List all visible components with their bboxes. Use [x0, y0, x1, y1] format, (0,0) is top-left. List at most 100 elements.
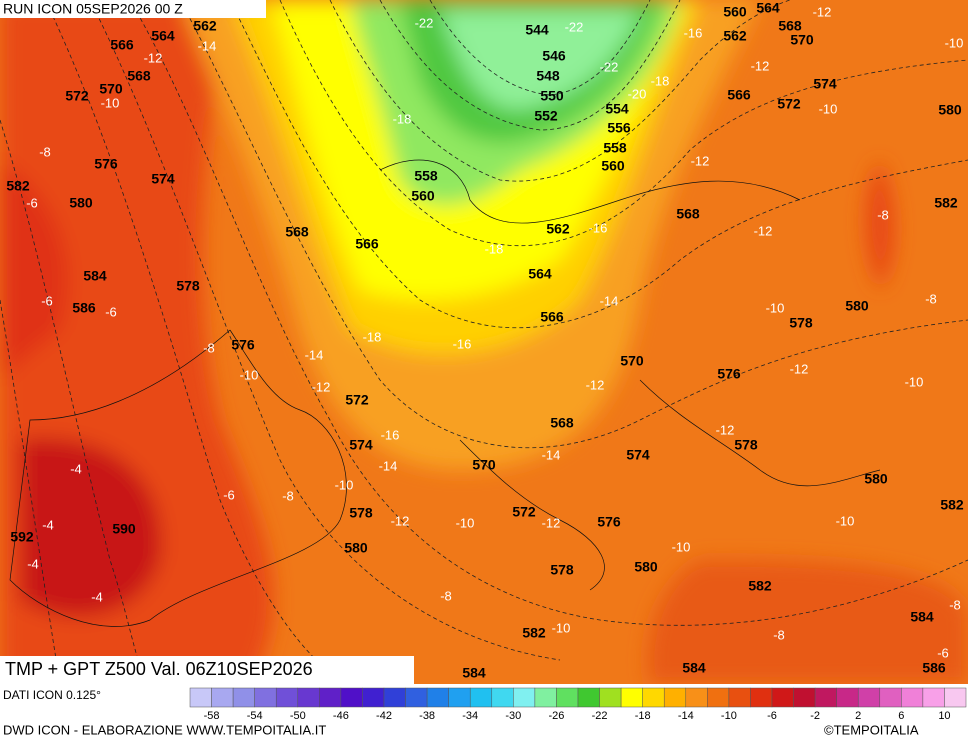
tmp-label: -10: [672, 539, 691, 554]
color-swatch: [297, 687, 320, 708]
gpt-label: 582: [940, 497, 964, 513]
gpt-label: 572: [65, 88, 89, 104]
gpt-label: 560: [411, 188, 435, 204]
gpt-label: 576: [231, 337, 255, 353]
gpt-label: 578: [349, 505, 373, 521]
gpt-label: 562: [546, 221, 570, 237]
tmp-label: -18: [393, 111, 412, 126]
color-swatch: [491, 687, 514, 708]
scale-tick-label: 6: [898, 710, 904, 722]
scale-tick-label: -46: [333, 710, 349, 722]
gpt-label: 572: [777, 96, 801, 112]
data-source: DATI ICON 0.125°: [3, 688, 101, 702]
color-swatch: [901, 687, 924, 708]
scale-tick-label: -26: [548, 710, 564, 722]
gpt-label: 570: [620, 353, 644, 369]
scale-tick-label: -30: [505, 710, 521, 722]
scale-tick-label: 10: [938, 710, 950, 722]
tmp-label: -8: [949, 597, 961, 612]
geopotential-labels: 5625645665685705725765745825805685665845…: [6, 0, 964, 681]
color-swatch: [728, 687, 751, 708]
tmp-label: -16: [381, 427, 400, 442]
gpt-label: 570: [472, 457, 496, 473]
scale-tick-label: -54: [247, 710, 263, 722]
gpt-label: 566: [540, 309, 564, 325]
tmp-label: -12: [144, 50, 163, 65]
tmp-label: -8: [440, 588, 452, 603]
tmp-label: -10: [836, 513, 855, 528]
color-swatch: [340, 687, 363, 708]
tmp-label: -8: [773, 627, 785, 642]
gpt-label: 554: [605, 101, 629, 117]
tmp-label: -20: [628, 86, 647, 101]
gpt-label: 564: [756, 0, 780, 16]
tmp-label: -16: [589, 220, 608, 235]
gpt-label: 566: [355, 236, 379, 252]
gpt-label: 580: [845, 298, 869, 314]
gpt-label: 570: [99, 81, 123, 97]
tmp-label: -12: [691, 153, 710, 168]
tmp-label: -18: [485, 241, 504, 256]
gpt-label: 574: [151, 171, 175, 187]
color-swatch: [922, 687, 945, 708]
gpt-label: 580: [864, 471, 888, 487]
tmp-label: -10: [240, 367, 259, 382]
gpt-label: 590: [112, 521, 136, 537]
coastlines: [9, 159, 881, 627]
color-swatch: [448, 687, 471, 708]
gpt-label: 580: [634, 559, 658, 575]
gpt-label: 568: [127, 68, 151, 84]
tmp-label: -6: [41, 293, 53, 308]
temperature-labels: -14 -12 -10 -8 -6 -6 -6 -8 -10 -14 -12 -18 -22 -22 -22…: [26, 4, 963, 660]
tmp-label: -8: [877, 207, 889, 222]
gpt-label: 562: [193, 18, 217, 34]
gpt-label: 584: [910, 609, 934, 625]
gpt-label: 568: [676, 206, 700, 222]
gpt-label: 576: [94, 156, 118, 172]
tmp-label: -12: [391, 513, 410, 528]
gpt-label: 576: [717, 366, 741, 382]
gpt-label: 552: [534, 108, 558, 124]
tmp-label: -4: [42, 517, 54, 532]
gpt-label: 572: [345, 392, 369, 408]
color-swatch: [426, 687, 449, 708]
tmp-label: -12: [716, 422, 735, 437]
color-swatch: [254, 687, 277, 708]
color-swatch: [513, 687, 536, 708]
color-swatch: [836, 687, 859, 708]
tmp-label: -14: [198, 38, 217, 53]
color-swatch: [469, 687, 493, 708]
gpt-label: 568: [285, 224, 309, 240]
tmp-label: -12: [586, 377, 605, 392]
tmp-label: -12: [542, 515, 561, 530]
footer-brand: ©TEMPOITALIA: [824, 722, 919, 737]
tmp-label: -8: [925, 291, 937, 306]
scale-tick-label: -50: [290, 710, 306, 722]
tmp-label: -8: [203, 340, 215, 355]
gpt-label: 568: [778, 18, 802, 34]
gpt-label: 578: [176, 278, 200, 294]
tmp-label: -14: [379, 458, 398, 473]
color-swatch: [211, 687, 234, 708]
gpt-label: 560: [601, 158, 625, 174]
tmp-label: -10: [945, 35, 964, 50]
gpt-label: 592: [10, 529, 34, 545]
tmp-label: -10: [819, 101, 838, 116]
gpt-label: 574: [813, 76, 837, 92]
tmp-label: -18: [363, 329, 382, 344]
tmp-label: -10: [101, 95, 120, 110]
color-swatch: [319, 687, 342, 708]
map-title: TMP + GPT Z500 Val. 06Z10SEP2026: [5, 659, 313, 679]
tmp-label: -6: [105, 304, 117, 319]
color-swatch: [814, 687, 837, 708]
tmp-label: -6: [937, 645, 949, 660]
color-swatch: [620, 687, 643, 708]
tmp-label: -14: [305, 347, 324, 362]
color-scale: -58 -54 -50 -46 -42 -38 -34 -30 -26 -22 -18 -14 -10-…: [189, 687, 967, 722]
tmp-label: -10: [766, 300, 785, 315]
color-swatch: [232, 687, 255, 708]
gpt-label: 558: [414, 168, 438, 184]
tmp-label: -12: [751, 58, 770, 73]
color-swatch: [771, 687, 794, 708]
gpt-label: 564: [528, 266, 552, 282]
